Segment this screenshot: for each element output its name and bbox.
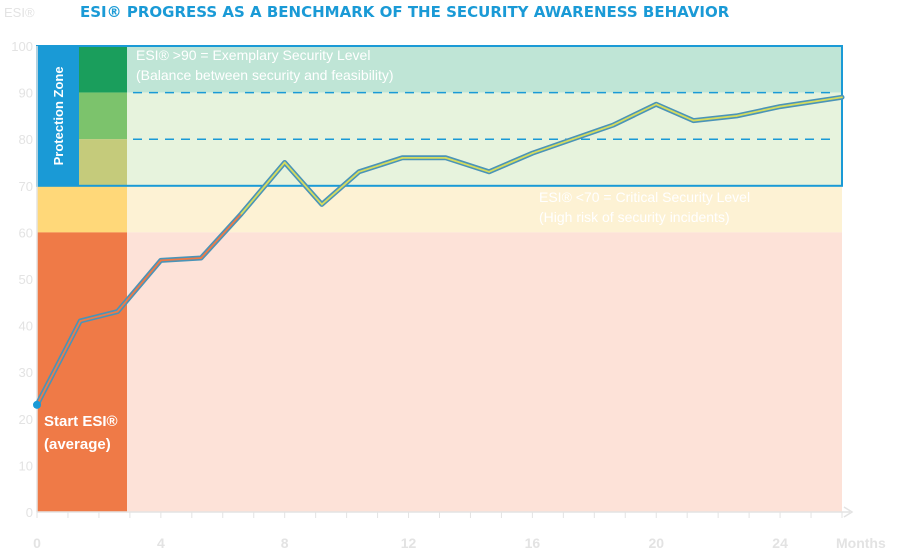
zone-band-0-60 (37, 232, 842, 512)
series-segment (358, 156, 404, 173)
x-tick-label: 12 (401, 535, 417, 551)
series-segment (779, 96, 843, 108)
series-segment (79, 310, 119, 322)
y-tick-label: 30 (19, 365, 33, 380)
series-segment (200, 212, 243, 259)
series-segment (444, 156, 490, 173)
zone-band-90-100 (37, 46, 842, 93)
x-tick-label: 16 (525, 535, 541, 551)
y-tick-label: 60 (19, 225, 33, 240)
x-tick-label: 20 (648, 535, 664, 551)
zone-strip-0-60 (37, 232, 127, 512)
x-tick-label: 4 (157, 535, 165, 551)
y-tick-label: 80 (19, 132, 33, 147)
critical-level-title: ESI® <70 = Critical Security Level (539, 189, 750, 205)
series-segment (159, 257, 202, 262)
exemplary-level-subtitle: (Balance between security and feasibilit… (136, 67, 394, 83)
y-tick-label: 70 (19, 179, 33, 194)
protection-zone-label: Protection Zone (51, 66, 66, 165)
x-tick-label: 0 (33, 535, 41, 551)
start-esi-sublabel: (average) (44, 436, 111, 453)
series-segment (36, 320, 82, 406)
zone-band-60-70 (37, 185, 842, 233)
zone-strip-60-70 (37, 185, 127, 233)
y-tick-label: 10 (19, 458, 33, 473)
protection-zone-tab (37, 46, 79, 186)
axes (36, 46, 854, 518)
x-axis-arrow (843, 506, 854, 518)
series-segment (116, 259, 162, 313)
series-segment (531, 138, 574, 155)
critical-level-subtitle: (High risk of security incidents) (539, 209, 730, 225)
y-tick-label: 100 (11, 39, 33, 54)
y-tick-label: 50 (19, 272, 33, 287)
series-segment (735, 105, 781, 117)
y-tick-label: 0 (26, 505, 33, 520)
series-segment (283, 161, 323, 206)
x-axis-label: Months (836, 535, 886, 551)
start-esi-label: Start ESI® (44, 413, 118, 430)
series-segment (488, 152, 534, 173)
exemplary-level-title: ESI® >90 = Exemplary Security Level (136, 47, 370, 63)
y-tick-label: 20 (19, 412, 33, 427)
x-tick-labels: 0 4 8 12 16 20 24 (33, 535, 788, 551)
series-segment (692, 115, 738, 122)
x-tick-label: 8 (281, 535, 289, 551)
series-segment (655, 103, 695, 122)
y-tick-label: 90 (19, 86, 33, 101)
series-segment (240, 161, 286, 215)
chart-title: ESI® PROGRESS AS A BENCHMARK OF THE SECU… (80, 3, 730, 21)
y-tick-label: 40 (19, 319, 33, 334)
esi-series (34, 94, 845, 408)
series-segment (611, 103, 658, 127)
series-segment (320, 170, 360, 206)
reference-lines (133, 91, 834, 140)
series-segment (571, 124, 614, 141)
y-axis-label: ESI® (4, 5, 35, 20)
x-tick-label: 24 (772, 535, 788, 551)
y-tick-labels: 0 10 20 30 40 50 60 70 80 90 100 (11, 39, 33, 520)
start-point-marker (33, 400, 41, 409)
